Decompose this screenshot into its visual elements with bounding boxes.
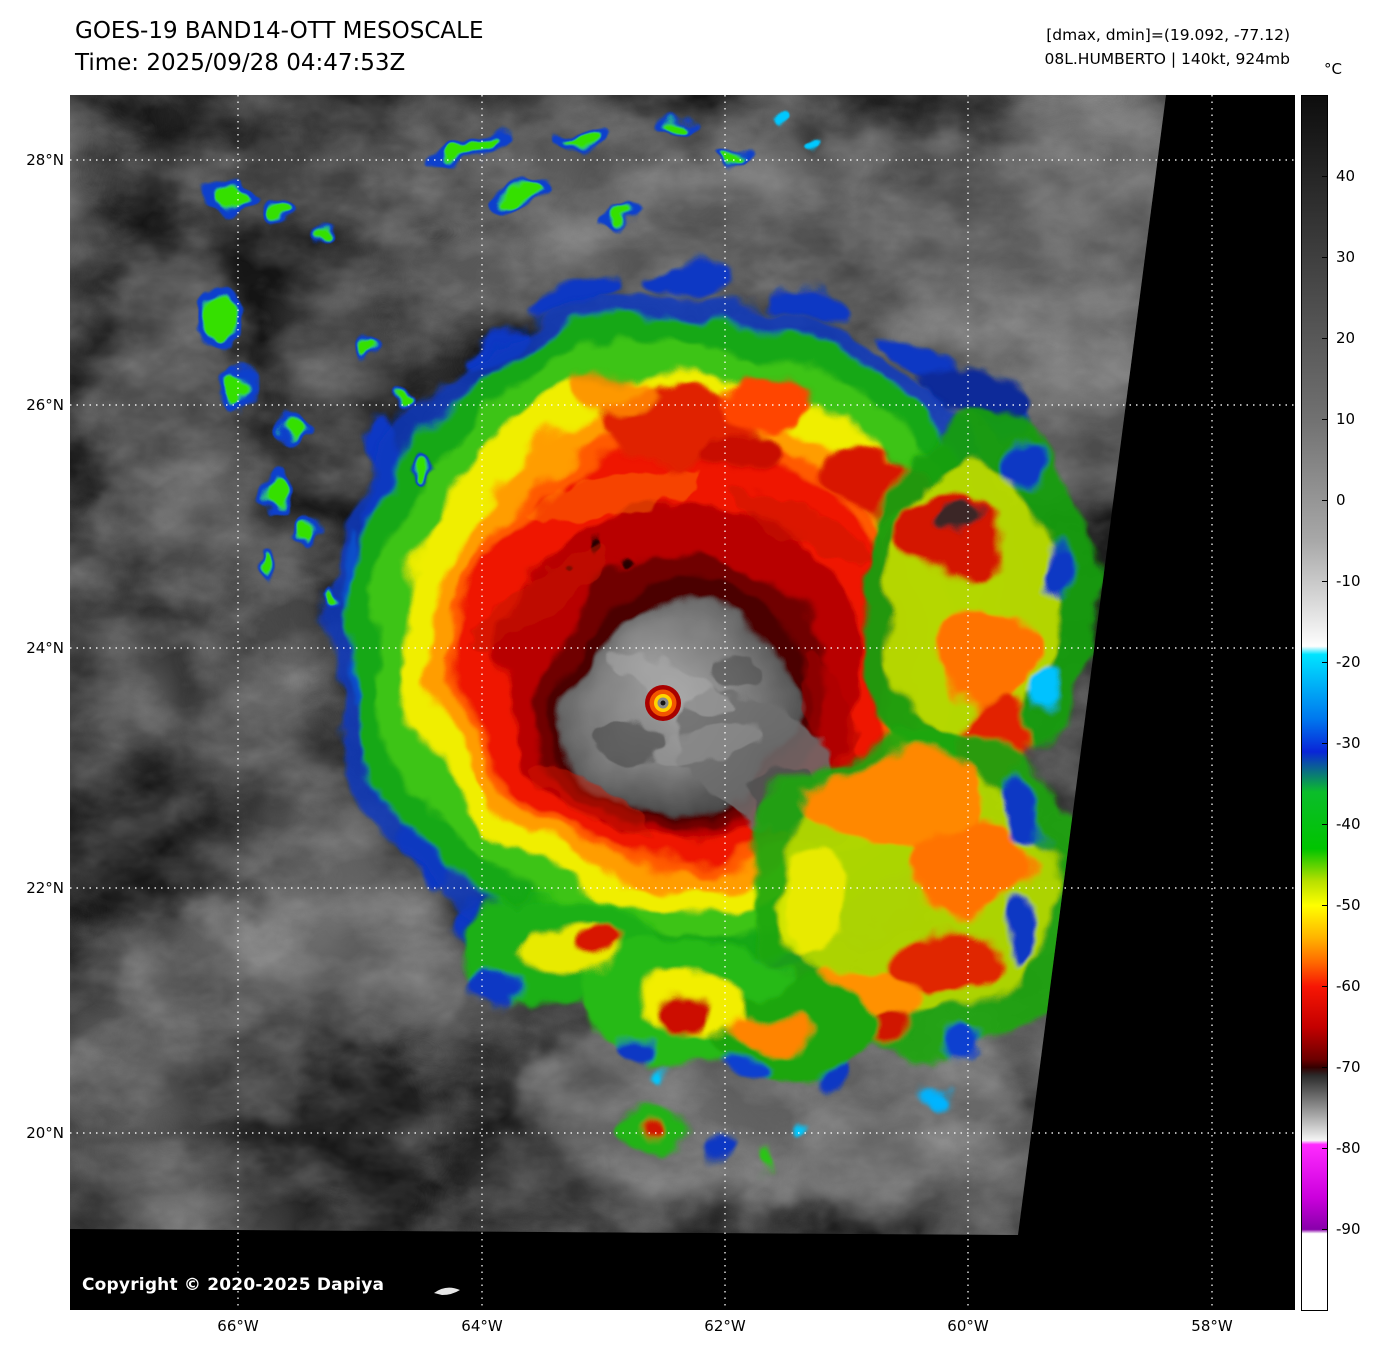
colorbar-tick-label: 20 <box>1336 329 1356 347</box>
colorbar-tick-label: -70 <box>1336 1058 1361 1076</box>
colorbar-tick-label: -30 <box>1336 734 1361 752</box>
colorbar-unit-label: °C <box>1324 60 1342 78</box>
colorbar-tick-label: -20 <box>1336 653 1361 671</box>
colorbar-tick-label: 0 <box>1336 491 1346 509</box>
colorbar-tick-label: -90 <box>1336 1220 1361 1238</box>
outer-rainbands <box>470 371 1098 1169</box>
colorbar-tick-label: -10 <box>1336 572 1361 590</box>
graticule <box>70 95 1295 1310</box>
lon-tick-label: 66°W <box>217 1317 259 1335</box>
lat-tick-label: 24°N <box>26 639 64 657</box>
nw-speckles <box>200 111 820 610</box>
temperature-colorbar <box>1301 95 1328 1311</box>
colorbar-tick-label: 40 <box>1336 167 1356 185</box>
lon-tick-label: 64°W <box>461 1317 503 1335</box>
lon-tick-label: 60°W <box>947 1317 989 1335</box>
satellite-map: Copyright © 2020-2025 Dapiya <box>70 95 1295 1310</box>
copyright-notice: Copyright © 2020-2025 Dapiya <box>82 1275 385 1295</box>
storm-info: 08L.HUMBERTO | 140kt, 924mb <box>1044 50 1291 68</box>
lat-tick-label: 28°N <box>26 151 64 169</box>
colorbar-tick-label: -60 <box>1336 977 1361 995</box>
lat-tick-label: 26°N <box>26 396 64 414</box>
lon-tick-label: 62°W <box>704 1317 746 1335</box>
colorbar-tick-label: -80 <box>1336 1139 1361 1157</box>
colorbar-tickmarks <box>1322 176 1328 1230</box>
lat-tick-label: 20°N <box>26 1124 64 1142</box>
hurricane-eye <box>645 685 681 721</box>
lon-tick-label: 58°W <box>1191 1317 1233 1335</box>
satellite-imagery <box>70 95 1295 1310</box>
data-range-readout: [dmax, dmin]=(19.092, -77.12) <box>1046 26 1290 44</box>
timestamp: Time: 2025/09/28 04:47:53Z <box>75 50 406 76</box>
data-region <box>70 95 1166 1235</box>
logo-mark <box>434 1287 460 1295</box>
page-title: GOES-19 BAND14-OTT MESOSCALE <box>75 18 484 44</box>
colorbar-tick-label: 10 <box>1336 410 1356 428</box>
lat-tick-label: 22°N <box>26 879 64 897</box>
colorbar-tick-label: 30 <box>1336 248 1356 266</box>
colorbar-tick-label: -50 <box>1336 896 1361 914</box>
colorbar-tick-label: -40 <box>1336 815 1361 833</box>
